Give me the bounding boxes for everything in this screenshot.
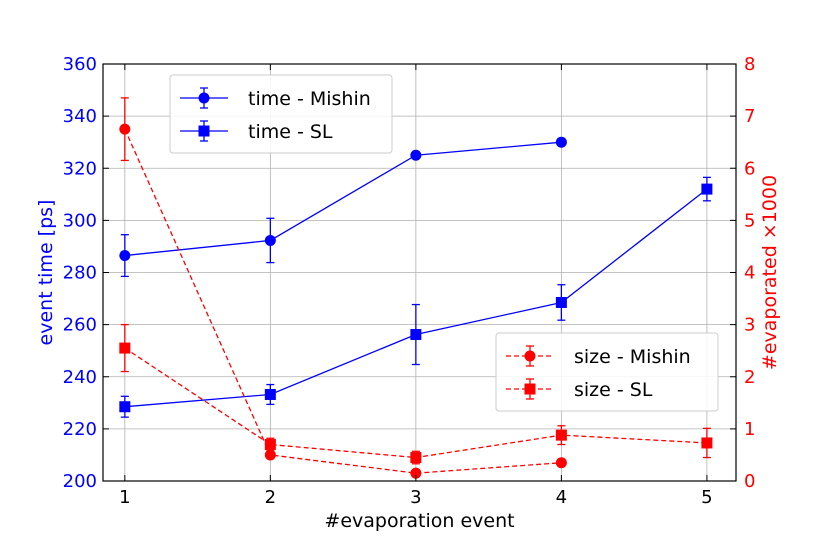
series-line xyxy=(124,141,562,257)
y-tick-label-right: 0 xyxy=(744,471,755,492)
legend-time: time - Mishin time - SL xyxy=(169,74,393,154)
y-axis-left: 200 220 240 260 280 300 320 340 360 event time [p… xyxy=(35,54,109,492)
data-point xyxy=(555,429,567,441)
legend-marker xyxy=(524,350,536,362)
x-tick-label: 2 xyxy=(265,487,276,508)
y-axis-label-right: #evaporated ×1000 xyxy=(759,175,781,370)
x-axis: 1 2 3 4 5 #evaporation event xyxy=(119,64,713,532)
data-point xyxy=(119,401,131,413)
data-point xyxy=(555,296,567,308)
y-tick-label-left: 260 xyxy=(63,315,97,336)
y-tick-label-right: 7 xyxy=(744,106,755,127)
legend-label: time - SL xyxy=(248,121,333,143)
series-size-mishin xyxy=(119,97,567,479)
legend-frame xyxy=(169,74,393,154)
y-tick-label-left: 200 xyxy=(63,471,97,492)
data-point xyxy=(701,437,713,449)
series-time-mishin xyxy=(119,136,567,278)
legend-label: size - Mishin xyxy=(574,346,691,368)
y-tick-label-left: 220 xyxy=(63,419,97,440)
x-tick-label: 5 xyxy=(701,487,712,508)
x-axis-label: #evaporation event xyxy=(324,510,514,532)
y-tick-label-right: 6 xyxy=(744,158,755,179)
series-time-sl xyxy=(119,176,713,418)
y-tick-label-right: 1 xyxy=(744,419,755,440)
x-tick-label: 1 xyxy=(119,487,130,508)
series-line xyxy=(124,128,562,474)
y-tick-label-right: 2 xyxy=(744,367,755,388)
data-point xyxy=(410,329,422,341)
y-tick-label-right: 5 xyxy=(744,210,755,231)
legend-label: size - SL xyxy=(574,379,653,401)
legend-marker xyxy=(198,92,210,104)
data-point xyxy=(555,136,567,148)
data-point xyxy=(410,149,422,161)
legend-frame xyxy=(495,332,719,412)
y-tick-label-left: 340 xyxy=(63,106,97,127)
data-point xyxy=(119,123,131,135)
y-axis-label-left: event time [ps] xyxy=(35,200,57,346)
series-size-sl xyxy=(119,323,713,465)
y-tick-label-left: 280 xyxy=(63,263,97,284)
x-tick-label: 3 xyxy=(410,487,421,508)
y-tick-label-right: 8 xyxy=(744,54,755,75)
data-point xyxy=(264,388,276,400)
data-point xyxy=(119,342,131,354)
data-point xyxy=(410,467,422,479)
y-tick-label-right: 4 xyxy=(744,263,755,284)
data-point xyxy=(264,439,276,451)
y-tick-label-right: 3 xyxy=(744,315,755,336)
y-tick-label-left: 320 xyxy=(63,158,97,179)
x-tick-label: 4 xyxy=(556,487,567,508)
legend-marker xyxy=(524,383,536,395)
data-point xyxy=(555,457,567,469)
y-tick-label-left: 240 xyxy=(63,367,97,388)
data-point xyxy=(410,452,422,464)
legend-size: size - Mishin size - SL xyxy=(495,332,719,412)
y-tick-label-left: 360 xyxy=(63,54,97,75)
y-axis-right: 0 1 2 3 4 5 6 7 8 #evaporated ×1000 xyxy=(730,54,781,492)
legend-label: time - Mishin xyxy=(248,88,371,110)
data-point xyxy=(264,234,276,246)
legend-marker xyxy=(198,125,210,137)
data-point xyxy=(701,183,713,195)
data-point xyxy=(264,449,276,461)
data-point xyxy=(119,250,131,262)
y-tick-label-left: 300 xyxy=(63,210,97,231)
